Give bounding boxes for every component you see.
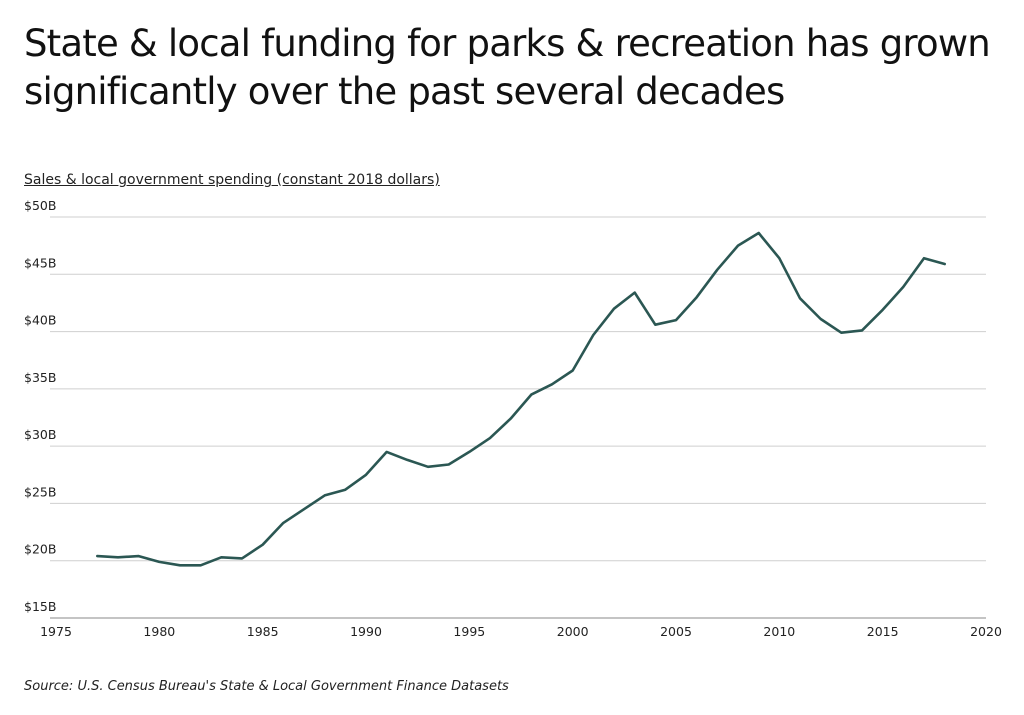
y-axis-label: Sales & local government spending (const…	[24, 172, 440, 188]
y-tick-label: $20B	[24, 542, 56, 557]
y-tick-label: $40B	[24, 313, 56, 328]
x-tick-label: 2005	[660, 624, 692, 639]
x-tick-label: 1975	[40, 624, 72, 639]
y-tick-label: $50B	[24, 198, 56, 213]
x-tick-label: 1985	[247, 624, 279, 639]
chart-title: State & local funding for parks & recrea…	[24, 22, 991, 113]
source-note: Source: U.S. Census Bureau's State & Loc…	[24, 679, 509, 694]
y-tick-label: $45B	[24, 255, 56, 270]
series-line	[96, 231, 947, 567]
y-tick-label: $35B	[24, 370, 56, 385]
x-tick-label: 1990	[350, 624, 382, 639]
y-tick-label: $15B	[24, 599, 56, 614]
x-tick-label: 2015	[867, 624, 899, 639]
y-tick-label: $30B	[24, 427, 56, 442]
x-tick-label: 2020	[970, 624, 1002, 639]
x-tick-label: 1995	[453, 624, 485, 639]
x-tick-label: 1980	[143, 624, 175, 639]
x-tick-label: 2000	[557, 624, 589, 639]
x-tick-label: 2010	[763, 624, 795, 639]
y-tick-label: $25B	[24, 484, 56, 499]
